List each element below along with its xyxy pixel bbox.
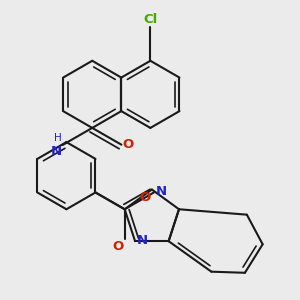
Text: N: N <box>51 146 62 158</box>
Text: O: O <box>112 240 123 253</box>
Text: O: O <box>140 191 151 204</box>
Text: Cl: Cl <box>143 13 158 26</box>
Text: H: H <box>54 134 62 143</box>
Text: N: N <box>136 234 148 247</box>
Text: O: O <box>123 138 134 151</box>
Text: N: N <box>155 185 167 199</box>
